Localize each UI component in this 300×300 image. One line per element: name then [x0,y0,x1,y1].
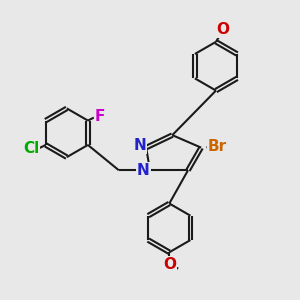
Text: N: N [133,138,146,153]
Text: O: O [216,22,229,37]
Text: F: F [94,109,105,124]
Text: Cl: Cl [23,141,40,156]
Text: Br: Br [208,139,227,154]
Text: N: N [137,163,150,178]
Text: O: O [163,257,176,272]
